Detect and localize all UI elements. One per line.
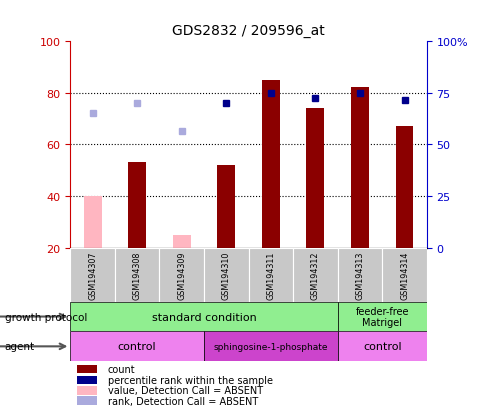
Text: feeder-free
Matrigel: feeder-free Matrigel: [355, 306, 408, 328]
Bar: [159, 248, 204, 302]
Bar: [128, 163, 146, 248]
Text: GSM194307: GSM194307: [88, 251, 97, 299]
Text: count: count: [107, 364, 135, 374]
Bar: [70, 302, 337, 332]
Bar: [115, 248, 159, 302]
Bar: [70, 332, 204, 361]
Text: percentile rank within the sample: percentile rank within the sample: [107, 375, 272, 385]
Bar: [350, 88, 368, 248]
Text: GSM194309: GSM194309: [177, 251, 186, 299]
Text: GSM194314: GSM194314: [399, 251, 408, 299]
Bar: [337, 302, 426, 332]
Bar: [292, 248, 337, 302]
Bar: [217, 166, 235, 248]
Text: sphingosine-1-phosphate: sphingosine-1-phosphate: [213, 342, 327, 351]
Bar: [337, 332, 426, 361]
Text: GSM194311: GSM194311: [266, 251, 275, 299]
Text: control: control: [362, 342, 401, 351]
Text: standard condition: standard condition: [151, 312, 256, 322]
Text: agent: agent: [5, 342, 35, 351]
Bar: [70, 248, 115, 302]
Text: value, Detection Call = ABSENT: value, Detection Call = ABSENT: [107, 385, 262, 395]
Bar: [204, 332, 337, 361]
Bar: [306, 109, 324, 248]
Text: GSM194310: GSM194310: [221, 251, 230, 299]
Bar: [395, 127, 412, 248]
Bar: [77, 376, 97, 384]
Title: GDS2832 / 209596_at: GDS2832 / 209596_at: [172, 24, 324, 38]
Bar: [77, 386, 97, 395]
Bar: [204, 248, 248, 302]
Bar: [337, 248, 381, 302]
Bar: [77, 396, 97, 405]
Text: GSM194312: GSM194312: [310, 251, 319, 299]
Bar: [248, 248, 292, 302]
Bar: [84, 197, 101, 248]
Bar: [77, 365, 97, 373]
Text: control: control: [118, 342, 156, 351]
Bar: [381, 248, 426, 302]
Text: growth protocol: growth protocol: [5, 312, 87, 322]
Text: rank, Detection Call = ABSENT: rank, Detection Call = ABSENT: [107, 396, 257, 406]
Text: GSM194313: GSM194313: [355, 251, 363, 299]
Text: GSM194308: GSM194308: [133, 251, 141, 299]
Bar: [261, 81, 279, 248]
Bar: [172, 235, 190, 248]
